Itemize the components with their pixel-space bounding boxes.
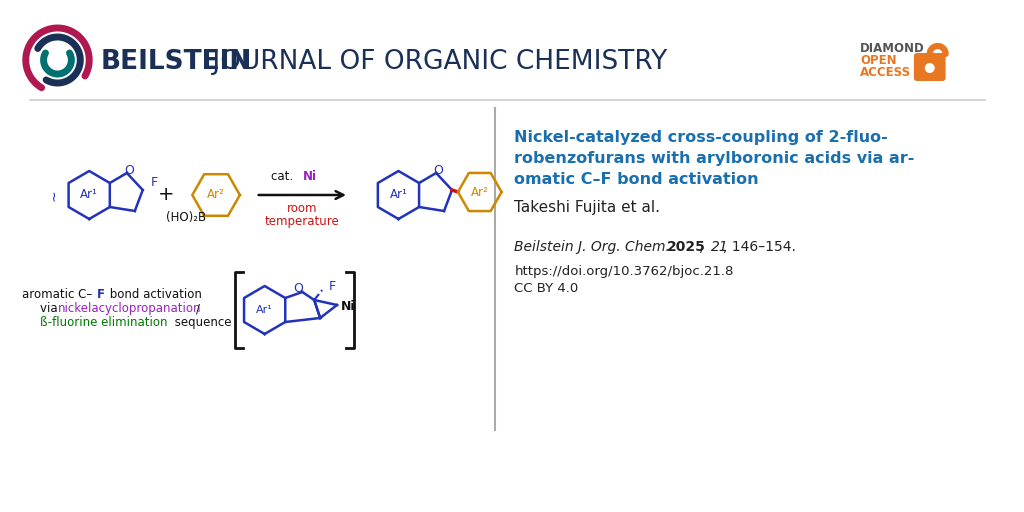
Text: Beilstein J. Org. Chem.: Beilstein J. Org. Chem. [514,240,671,254]
Text: /: / [197,302,201,315]
Text: O: O [124,164,134,178]
Text: bond activation: bond activation [106,288,202,301]
Text: Ar¹: Ar¹ [80,188,98,202]
Text: , 146–154.: , 146–154. [723,240,796,254]
Text: Ni: Ni [341,301,355,313]
Text: Takeshi Fujita et al.: Takeshi Fujita et al. [514,200,660,215]
Text: robenzofurans with arylboronic acids via ar-: robenzofurans with arylboronic acids via… [514,151,914,166]
Text: O: O [294,282,303,294]
Text: JOURNAL OF ORGANIC CHEMISTRY: JOURNAL OF ORGANIC CHEMISTRY [204,49,668,75]
Text: BEILSTEIN: BEILSTEIN [101,49,253,75]
Text: F: F [329,281,336,293]
Text: nickelacyclopropanation: nickelacyclopropanation [57,302,201,315]
Text: aromatic C–: aromatic C– [22,288,92,301]
Text: sequence: sequence [171,316,232,329]
Text: 2025: 2025 [667,240,706,254]
Text: F: F [97,288,105,301]
Text: Ar¹: Ar¹ [389,188,408,202]
Text: Nickel-catalyzed cross-coupling of 2-fluo-: Nickel-catalyzed cross-coupling of 2-flu… [514,130,888,145]
Text: DIAMOND: DIAMOND [860,41,925,54]
Text: OPEN: OPEN [860,53,897,67]
Text: CC BY 4.0: CC BY 4.0 [514,282,579,295]
FancyBboxPatch shape [913,53,945,81]
Text: room: room [287,203,317,216]
Circle shape [925,63,935,73]
Text: Ni: Ni [303,170,317,183]
Text: Ar²: Ar² [471,185,488,199]
Text: Ar¹: Ar¹ [256,305,273,315]
Text: +: + [159,185,175,204]
Text: ,: , [698,240,708,254]
Text: https://doi.org/10.3762/bjoc.21.8: https://doi.org/10.3762/bjoc.21.8 [514,265,734,278]
Text: Ar²: Ar² [207,188,225,202]
Text: ß-fluorine elimination: ß-fluorine elimination [40,316,167,329]
Text: ~: ~ [47,189,61,201]
Text: temperature: temperature [265,215,340,227]
Text: (HO)₂B: (HO)₂B [166,210,207,224]
Text: via: via [40,302,61,315]
Text: 21: 21 [711,240,728,254]
Text: O: O [433,164,443,178]
Text: omatic C–F bond activation: omatic C–F bond activation [514,172,759,187]
Text: F: F [152,176,158,188]
Text: cat.: cat. [271,170,297,183]
Text: ACCESS: ACCESS [860,66,911,78]
